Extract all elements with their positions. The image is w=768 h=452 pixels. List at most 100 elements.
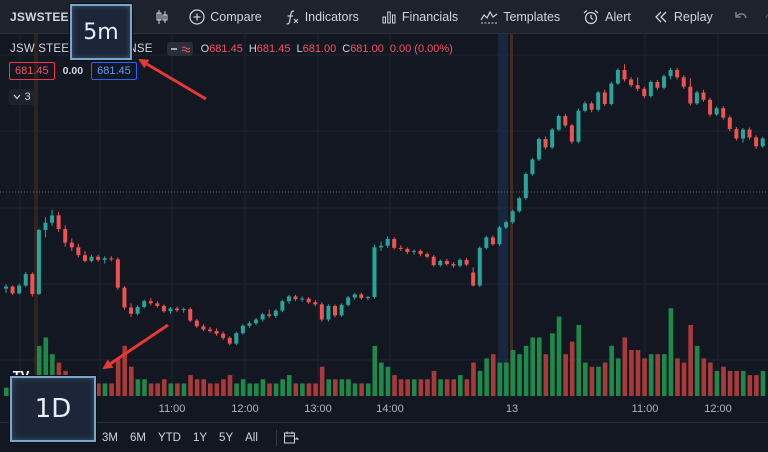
- candle: [569, 123, 574, 144]
- volume-bar: [411, 379, 417, 396]
- candle: [398, 245, 403, 251]
- high-value: 681.45: [256, 43, 291, 55]
- volume-bar: [135, 379, 141, 396]
- undo-button[interactable]: [726, 0, 756, 34]
- indicators-collapse-button[interactable]: 3: [9, 89, 35, 105]
- volume-bar: [444, 379, 450, 396]
- templates-icon: [480, 10, 498, 23]
- volume-bar: [510, 350, 516, 396]
- volume-bar: [168, 383, 174, 396]
- candle: [372, 244, 377, 299]
- session-marker: [498, 34, 508, 396]
- volume-bar: [313, 383, 318, 396]
- candle: [727, 115, 732, 132]
- range-ytd[interactable]: YTD: [157, 431, 181, 444]
- candle: [517, 196, 522, 213]
- candle: [175, 306, 180, 313]
- indicators-button[interactable]: Indicators: [275, 0, 368, 34]
- candle: [201, 324, 206, 332]
- volume-bar: [543, 354, 549, 396]
- volume-bar: [372, 345, 378, 396]
- time-axis-label: 14:00: [376, 403, 404, 415]
- volume-bar: [280, 379, 285, 396]
- volume-bar: [346, 379, 351, 396]
- volume-bar: [221, 379, 226, 396]
- replay-button[interactable]: Replay: [644, 0, 722, 34]
- interval-callout-5m: 5m: [70, 4, 132, 60]
- candle: [4, 284, 8, 293]
- candle: [168, 306, 173, 314]
- candle: [227, 336, 232, 346]
- volume-bar: [155, 383, 160, 396]
- candle: [129, 303, 134, 317]
- candle: [89, 254, 94, 263]
- candle: [747, 127, 752, 140]
- volume-bar: [365, 383, 371, 396]
- volume-bar: [675, 358, 680, 396]
- volume-bar: [754, 375, 759, 396]
- redo-button[interactable]: [756, 0, 768, 34]
- volume-bar: [536, 337, 542, 396]
- candle: [359, 292, 364, 300]
- candle: [583, 101, 588, 113]
- volume-bar: [602, 362, 608, 396]
- candle: [36, 228, 41, 295]
- volume-bar: [352, 383, 358, 396]
- volume-bar: [286, 375, 292, 396]
- candle: [688, 78, 693, 106]
- candle: [142, 299, 147, 309]
- templates-button[interactable]: Templates: [471, 0, 569, 34]
- buy-button[interactable]: 681.45: [91, 62, 137, 80]
- volume-bar: [129, 366, 134, 396]
- volume-bar: [115, 358, 121, 396]
- volume-bar: [43, 337, 49, 396]
- candle: [431, 255, 436, 267]
- candle: [10, 285, 15, 295]
- candle: [642, 86, 647, 99]
- candle: [221, 331, 226, 340]
- candle: [464, 257, 469, 267]
- volume-bar: [148, 383, 154, 396]
- volume-bar: [629, 350, 634, 396]
- range-all[interactable]: All: [245, 431, 258, 444]
- symbol-search-button[interactable]: JSWSTEEL: [10, 9, 77, 24]
- change-value: 0.00 (0.00%): [389, 43, 453, 55]
- range-6m[interactable]: 6M: [129, 431, 146, 444]
- candle: [740, 128, 745, 143]
- calendar-range-icon[interactable]: [283, 431, 299, 445]
- rewind-icon: [654, 11, 667, 22]
- volume-bar: [122, 345, 128, 396]
- volume-bar: [747, 375, 753, 396]
- candle: [563, 113, 568, 128]
- chart-type-button[interactable]: [148, 0, 176, 34]
- volume-bar: [142, 379, 147, 396]
- time-axis-label: 12:00: [704, 403, 732, 415]
- candle: [589, 101, 594, 113]
- price-chart[interactable]: 11:00 12:00 13:00 14:00 13 11:00 12:00: [0, 34, 768, 422]
- volume-bar: [339, 379, 345, 396]
- sell-button[interactable]: 681.45: [9, 62, 55, 80]
- interval-callout-1d: 1D: [10, 376, 96, 442]
- volume-bar: [4, 387, 9, 396]
- candle: [181, 307, 186, 313]
- ohlc-values: O681.45 H681.45 L681.00 C681.00 0.00 (0.…: [201, 43, 453, 55]
- legend-controls[interactable]: [166, 42, 193, 56]
- candle: [458, 258, 463, 268]
- candles-icon: [156, 9, 168, 24]
- volume-bar: [451, 379, 457, 396]
- wave-icon: [181, 46, 190, 53]
- range-5y[interactable]: 5Y: [219, 431, 234, 444]
- candle: [267, 309, 272, 318]
- range-1y[interactable]: 1Y: [192, 431, 208, 444]
- volume-bar: [293, 383, 299, 396]
- financials-button[interactable]: Financials: [372, 0, 467, 34]
- compare-button[interactable]: Compare: [180, 0, 270, 34]
- volume-bar: [734, 370, 739, 396]
- candle: [451, 261, 456, 268]
- range-3m[interactable]: 3M: [102, 431, 118, 444]
- plus-circle-icon: [189, 8, 205, 25]
- candle: [273, 309, 278, 318]
- session-marker: [34, 34, 38, 396]
- alert-button[interactable]: Alert: [573, 0, 640, 34]
- candle: [668, 67, 673, 80]
